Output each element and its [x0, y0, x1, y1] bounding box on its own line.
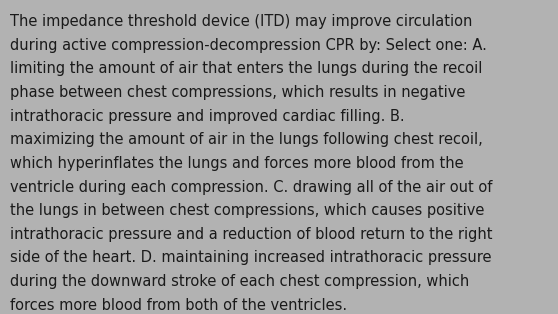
Text: intrathoracic pressure and a reduction of blood return to the right: intrathoracic pressure and a reduction o…: [10, 227, 493, 242]
Text: phase between chest compressions, which results in negative: phase between chest compressions, which …: [10, 85, 465, 100]
Text: The impedance threshold device (ITD) may improve circulation: The impedance threshold device (ITD) may…: [10, 14, 473, 29]
Text: during active compression-decompression CPR by: Select one: A.: during active compression-decompression …: [10, 38, 487, 53]
Text: during the downward stroke of each chest compression, which: during the downward stroke of each chest…: [10, 274, 469, 289]
Text: forces more blood from both of the ventricles.: forces more blood from both of the ventr…: [10, 298, 347, 313]
Text: maximizing the amount of air in the lungs following chest recoil,: maximizing the amount of air in the lung…: [10, 132, 483, 147]
Text: side of the heart. D. maintaining increased intrathoracic pressure: side of the heart. D. maintaining increa…: [10, 250, 492, 265]
Text: ventricle during each compression. C. drawing all of the air out of: ventricle during each compression. C. dr…: [10, 180, 492, 194]
Text: which hyperinflates the lungs and forces more blood from the: which hyperinflates the lungs and forces…: [10, 156, 464, 171]
Text: limiting the amount of air that enters the lungs during the recoil: limiting the amount of air that enters t…: [10, 61, 483, 76]
Text: intrathoracic pressure and improved cardiac filling. B.: intrathoracic pressure and improved card…: [10, 109, 405, 124]
Text: the lungs in between chest compressions, which causes positive: the lungs in between chest compressions,…: [10, 203, 484, 218]
